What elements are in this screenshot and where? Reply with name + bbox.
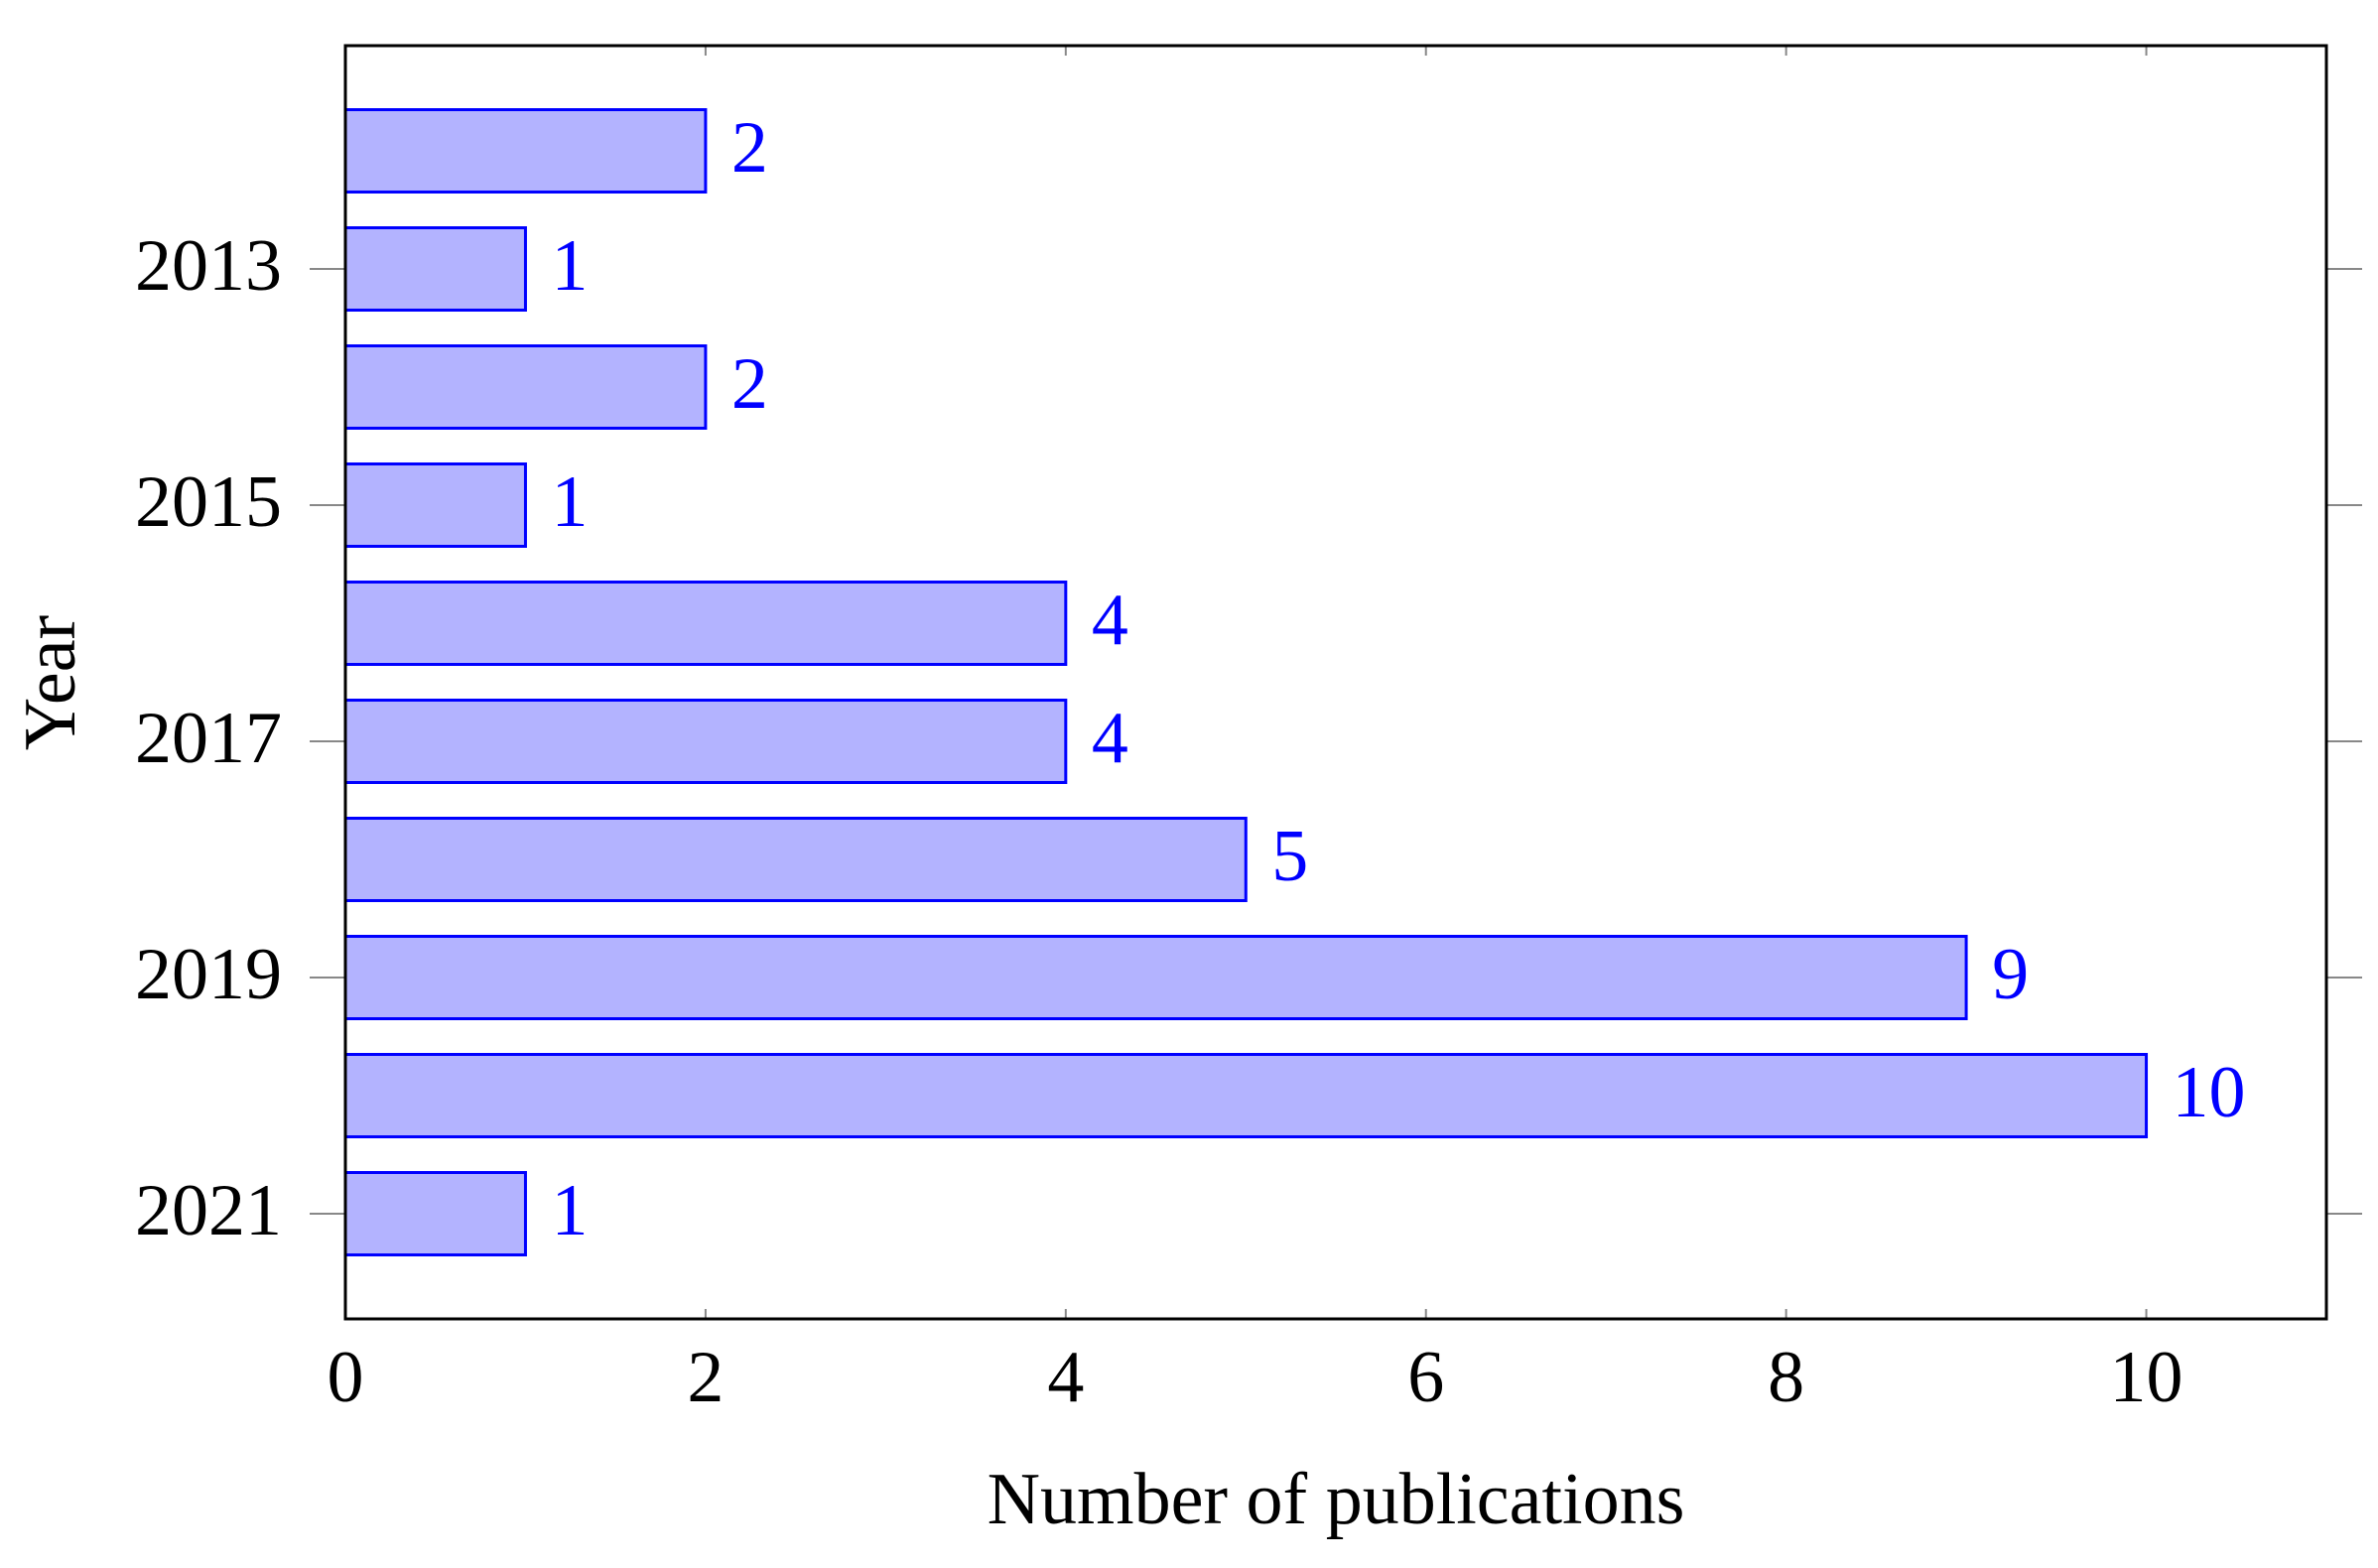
bar bbox=[343, 226, 527, 312]
value-label: 5 bbox=[1271, 816, 1308, 897]
y-tick-label: 2015 bbox=[135, 461, 282, 543]
value-label: 1 bbox=[551, 1170, 588, 1251]
plot-frame bbox=[343, 44, 2328, 1321]
x-axis-label: Number of publications bbox=[988, 1459, 1685, 1540]
value-label: 4 bbox=[1092, 580, 1128, 661]
y-tick-label: 2017 bbox=[135, 698, 282, 779]
value-label: 9 bbox=[1992, 934, 2029, 1015]
x-tick-label: 6 bbox=[1407, 1337, 1444, 1418]
bar bbox=[343, 935, 1968, 1020]
bar bbox=[343, 699, 1068, 784]
bar bbox=[343, 1053, 2149, 1138]
bar bbox=[343, 817, 1248, 902]
x-tick-label: 8 bbox=[1768, 1337, 1804, 1418]
bar bbox=[343, 1171, 527, 1256]
value-label: 4 bbox=[1092, 698, 1128, 779]
x-tick-label: 10 bbox=[2110, 1337, 2183, 1418]
bar bbox=[343, 344, 708, 430]
value-label: 2 bbox=[731, 107, 768, 189]
bar bbox=[343, 108, 708, 194]
y-tick-label: 2021 bbox=[135, 1170, 282, 1251]
y-tick-label: 2013 bbox=[135, 225, 282, 307]
y-axis-label: Year bbox=[10, 615, 91, 750]
x-tick-label: 0 bbox=[328, 1337, 364, 1418]
value-label: 1 bbox=[551, 461, 588, 543]
value-label: 10 bbox=[2173, 1052, 2246, 1133]
value-label: 1 bbox=[551, 225, 588, 307]
bar bbox=[343, 581, 1068, 666]
x-tick-label: 4 bbox=[1047, 1337, 1084, 1418]
y-tick-label: 2019 bbox=[135, 934, 282, 1015]
bar bbox=[343, 462, 527, 548]
x-tick-label: 2 bbox=[687, 1337, 724, 1418]
value-label: 2 bbox=[731, 343, 768, 425]
